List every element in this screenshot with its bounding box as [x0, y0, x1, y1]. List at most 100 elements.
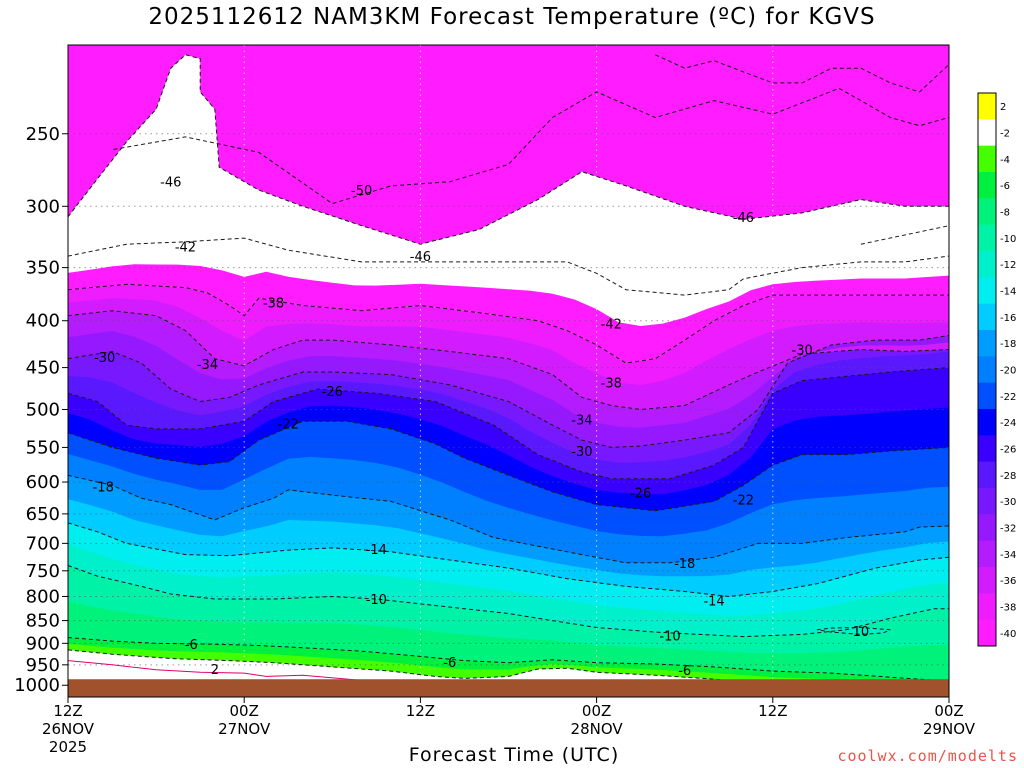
contour-label: -50 — [351, 184, 372, 199]
colorbar-swatch — [978, 251, 996, 278]
colorbar-label: 2 — [1000, 102, 1006, 113]
colorbar-label: -34 — [1000, 550, 1016, 561]
plot-area: -46 -50 -42 -46 -46 -38 -42 -30 -34 -30 -38 -26 -22 -… — [68, 45, 949, 697]
fill-loop — [816, 627, 891, 635]
contour-line — [68, 420, 949, 512]
y-tick-label: 900 — [26, 633, 60, 654]
x-tick-label: 00Z — [230, 702, 259, 720]
contour-label: 10 — [853, 625, 870, 640]
colorbar-label: -30 — [1000, 497, 1016, 508]
y-tick-label: 550 — [26, 437, 60, 458]
contour-line — [68, 237, 949, 296]
contour-line — [68, 565, 949, 638]
colorbar-label: -26 — [1000, 445, 1016, 456]
y-tick-label: 950 — [26, 655, 60, 676]
fill-band-mid — [68, 499, 949, 597]
contour-label: -22 — [278, 418, 299, 433]
contour-line — [816, 626, 891, 635]
x-tick-label: 28NOV — [571, 720, 624, 738]
contour-label: -34 — [197, 358, 218, 373]
colorbar-swatch — [978, 409, 996, 436]
ground-terrain — [68, 679, 949, 697]
contour-line — [113, 87, 949, 205]
colorbar-label: -18 — [1000, 339, 1016, 350]
y-tick-label: 450 — [26, 358, 60, 379]
x-tick-label: 12Z — [53, 702, 82, 720]
contour-label: -14 — [703, 594, 724, 609]
contour-label: -38 — [263, 296, 284, 311]
colorbar-label: -28 — [1000, 471, 1016, 482]
fill-band-mid — [68, 601, 949, 682]
contour-line — [655, 54, 949, 93]
contour-label: -34 — [571, 414, 592, 429]
contour-line — [68, 522, 949, 598]
contour-label: -46 — [733, 211, 754, 226]
contour-line — [68, 54, 949, 245]
colorbar-swatch — [978, 93, 996, 120]
colorbar-swatch — [978, 303, 996, 331]
contour-label: 2 — [211, 663, 219, 678]
y-tick-label: 500 — [26, 400, 60, 421]
contour-label: -26 — [630, 487, 651, 502]
fill-band-mid — [68, 264, 949, 364]
colorbar-swatch — [978, 488, 996, 515]
contour-label: -42 — [175, 241, 196, 256]
colorbar-label: -38 — [1000, 603, 1016, 614]
colorbar-swatch — [978, 198, 996, 226]
colorbar-label: -14 — [1000, 287, 1016, 298]
colorbar-label: -4 — [1000, 155, 1010, 166]
colorbar-label: -2 — [1000, 129, 1010, 140]
chart-title: 2025112612 NAM3KM Forecast Temperature (… — [148, 4, 876, 30]
contour-label: -6 — [185, 638, 198, 653]
contour-label: -46 — [160, 176, 181, 191]
colorbar: 2 -2 -4 -6 -8 -10 -12 -14 -16 -18 -20 -22 -24 -26 -28 -… — [977, 92, 1016, 647]
colorbar-swatch — [978, 619, 996, 647]
colorbar-swatch — [978, 540, 996, 568]
contour-label: -46 — [410, 250, 431, 265]
colorbar-swatch — [978, 119, 996, 147]
fill-band-mid — [68, 331, 949, 448]
colorbar-label: -32 — [1000, 524, 1016, 535]
x-tick-label: 12Z — [758, 702, 787, 720]
colorbar-label: -40 — [1000, 629, 1016, 640]
x-tick-label: 12Z — [406, 702, 435, 720]
y-axis: 2503003504004505005506006507007508008509… — [14, 124, 68, 696]
plot-frame — [67, 44, 950, 698]
colorbar-swatch — [978, 461, 996, 489]
colorbar-swatch — [978, 224, 996, 252]
colorbar-swatch — [978, 567, 996, 594]
y-tick-label: 600 — [26, 472, 60, 493]
colorbar-label: -10 — [1000, 234, 1016, 245]
contour-label: -30 — [94, 351, 115, 366]
fill-band-mid — [68, 454, 949, 563]
colorbar-label: -36 — [1000, 576, 1016, 587]
x-axis-label: Forecast Time (UTC) — [408, 744, 620, 766]
contour-line — [68, 334, 949, 448]
x-tick-label: 26NOV — [42, 720, 95, 738]
colorbar-frame — [977, 92, 997, 647]
colorbar-label: -12 — [1000, 260, 1016, 271]
y-tick-label: 350 — [26, 258, 60, 279]
contour-line — [68, 310, 949, 411]
x-tick-label: 27NOV — [218, 720, 271, 738]
contour-label: -6 — [443, 656, 456, 671]
y-tick-label: 1000 — [14, 675, 60, 696]
colorbar-label: -24 — [1000, 418, 1016, 429]
colorbar-swatch — [978, 145, 996, 173]
colorbar-swatch — [978, 514, 996, 542]
x-tick-label: 29NOV — [923, 720, 976, 738]
colorbar-swatch — [978, 172, 996, 199]
x-tick-label: 2025 — [49, 738, 87, 756]
colorbar-swatch — [978, 330, 996, 357]
contour-label: -10 — [366, 593, 387, 608]
contour-line — [860, 225, 949, 245]
colorbar-label: -6 — [1000, 181, 1010, 192]
colorbar-label: -8 — [1000, 208, 1010, 219]
x-tick-label: 00Z — [582, 702, 611, 720]
fill-band-mid — [68, 643, 949, 690]
contour-label: -18 — [93, 481, 114, 496]
y-tick-label: 850 — [26, 611, 60, 632]
fill-band-mid — [68, 405, 949, 511]
